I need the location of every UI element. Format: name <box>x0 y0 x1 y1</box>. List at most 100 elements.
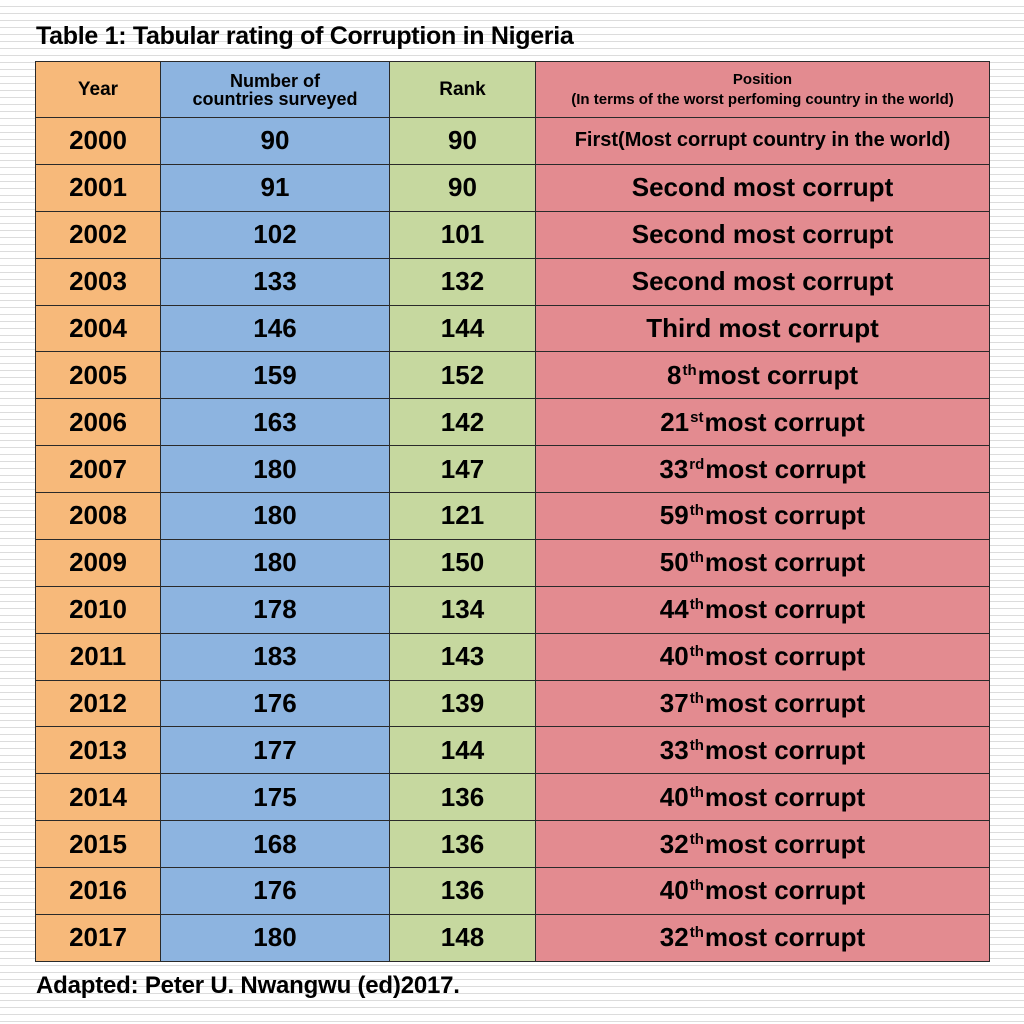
rank-cell: 134 <box>389 585 536 634</box>
year-cell: 2003 <box>35 257 161 306</box>
countries-surveyed-cell: 91 <box>160 163 390 212</box>
position-cell: Second most corrupt <box>535 210 990 259</box>
rank-cell: 101 <box>389 210 536 259</box>
position-number: 33 <box>659 453 689 484</box>
countries-surveyed-cell: 183 <box>160 632 390 681</box>
position-ordinal-suffix: th <box>689 689 704 707</box>
countries-surveyed-cell: 175 <box>160 773 390 822</box>
countries-surveyed-cell: 180 <box>160 913 390 963</box>
position-cell: Second most corrupt <box>535 257 990 306</box>
position-number: 40 <box>659 641 689 672</box>
rank-cell: 148 <box>389 913 536 963</box>
position-cell: 40thmost corrupt <box>535 867 990 915</box>
position-number: 37 <box>659 687 689 718</box>
position-cell: 44thmost corrupt <box>535 585 990 634</box>
position-cell: 32thmost corrupt <box>535 913 990 963</box>
rank-cell: 142 <box>389 398 536 447</box>
year-cell: 2002 <box>35 210 161 259</box>
position-cell: First(Most corrupt country in the world) <box>535 117 990 165</box>
header-position-line1: Position <box>732 70 793 88</box>
year-cell: 2004 <box>35 304 161 353</box>
position-text: most corrupt <box>704 406 865 437</box>
table-row: 2006 163 142 21stmost corrupt <box>35 398 990 447</box>
year-cell: 2012 <box>35 679 161 728</box>
header-rank: Rank <box>389 61 536 118</box>
countries-surveyed-cell: 168 <box>160 820 390 868</box>
year-cell: 2007 <box>35 445 161 493</box>
table-row: 2007 180 147 33rdmost corrupt <box>35 445 990 493</box>
position-cell: Second most corrupt <box>535 163 990 212</box>
position-cell: 40thmost corrupt <box>535 773 990 822</box>
rank-cell: 139 <box>389 679 536 728</box>
year-cell: 2014 <box>35 773 161 822</box>
position-number: 44 <box>659 594 689 625</box>
position-ordinal-suffix: th <box>689 502 704 520</box>
year-cell: 2005 <box>35 351 161 400</box>
position-cell: Third most corrupt <box>535 304 990 353</box>
rank-cell: 143 <box>389 632 536 681</box>
countries-surveyed-cell: 90 <box>160 117 390 165</box>
position-text: most corrupt <box>704 547 866 578</box>
table-row: 2016 176 136 40thmost corrupt <box>35 867 990 915</box>
position-text: most corrupt <box>704 781 866 812</box>
countries-surveyed-cell: 180 <box>160 538 390 587</box>
countries-surveyed-cell: 159 <box>160 351 390 400</box>
table-row: 2017 180 148 32thmost corrupt <box>35 913 990 963</box>
position-text: most corrupt <box>704 828 866 859</box>
year-cell: 2011 <box>35 632 161 681</box>
position-cell: 21stmost corrupt <box>535 398 990 447</box>
header-countries: Number of countries surveyed <box>160 61 390 118</box>
countries-surveyed-cell: 163 <box>160 398 390 447</box>
table-row: 2010 178 134 44thmost corrupt <box>35 585 990 634</box>
countries-surveyed-cell: 180 <box>160 492 390 540</box>
countries-surveyed-cell: 133 <box>160 257 390 306</box>
year-cell: 2006 <box>35 398 161 447</box>
table-row: 2015 168 136 32thmost corrupt <box>35 820 990 868</box>
position-ordinal-suffix: th <box>682 361 697 379</box>
rank-cell: 144 <box>389 726 536 775</box>
position-cell: 8thmost corrupt <box>535 351 990 400</box>
table-row: 2005 159 152 8thmost corrupt <box>35 351 990 400</box>
position-text: most corrupt <box>704 594 866 625</box>
year-cell: 2017 <box>35 913 161 963</box>
table-row: 2000 90 90 First(Most corrupt country in th… <box>35 117 990 165</box>
table-row: 2014 175 136 40thmost corrupt <box>35 773 990 822</box>
countries-surveyed-cell: 176 <box>160 679 390 728</box>
position-text: most corrupt <box>697 359 858 390</box>
rank-cell: 136 <box>389 773 536 822</box>
position-cell: 37thmost corrupt <box>535 679 990 728</box>
year-cell: 2015 <box>35 820 161 868</box>
table-row: 2004 146 144 Third most corrupt <box>35 304 990 353</box>
table-row: 2003 133 132 Second most corrupt <box>35 257 990 306</box>
position-ordinal-suffix: th <box>689 877 704 895</box>
year-cell: 2008 <box>35 492 161 540</box>
rank-cell: 132 <box>389 257 536 306</box>
position-number: 59 <box>659 500 689 531</box>
position-cell: 50thmost corrupt <box>535 538 990 587</box>
position-ordinal-suffix: th <box>689 924 704 942</box>
position-number: 50 <box>659 547 689 578</box>
position-cell: 40thmost corrupt <box>535 632 990 681</box>
table-row: 2001 91 90 Second most corrupt <box>35 163 990 212</box>
position-cell: 59thmost corrupt <box>535 492 990 540</box>
header-year: Year <box>35 61 161 118</box>
rank-cell: 147 <box>389 445 536 493</box>
countries-surveyed-cell: 177 <box>160 726 390 775</box>
position-text: most corrupt <box>704 641 866 672</box>
rank-cell: 144 <box>389 304 536 353</box>
table-row: 2012 176 139 37thmost corrupt <box>35 679 990 728</box>
year-cell: 2009 <box>35 538 161 587</box>
year-cell: 2010 <box>35 585 161 634</box>
rank-cell: 90 <box>389 163 536 212</box>
year-cell: 2000 <box>35 117 161 165</box>
table-row: 2008 180 121 59thmost corrupt <box>35 492 990 540</box>
header-position: Position (In terms of the worst perfomin… <box>535 61 990 118</box>
rank-cell: 152 <box>389 351 536 400</box>
position-cell: 33thmost corrupt <box>535 726 990 775</box>
position-ordinal-suffix: th <box>689 830 704 848</box>
position-ordinal-suffix: st <box>690 408 704 426</box>
position-text: most corrupt <box>705 453 866 484</box>
position-number: 40 <box>659 781 689 812</box>
table-body: 2000 90 90 First(Most corrupt country in th… <box>35 117 990 963</box>
table-row: 2011 183 143 40thmost corrupt <box>35 632 990 681</box>
